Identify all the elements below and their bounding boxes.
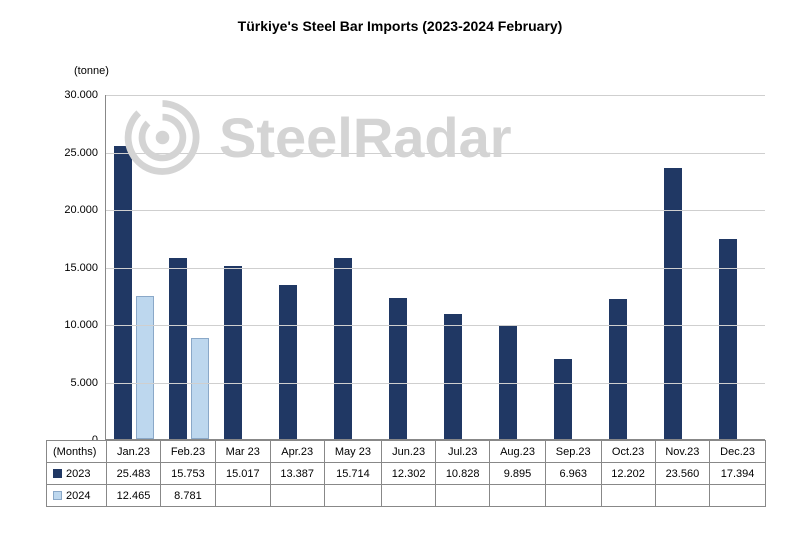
value-cell: 9.895	[490, 463, 546, 485]
series-name: 2024	[66, 490, 90, 502]
legend-swatch	[53, 491, 62, 500]
value-cell: 10.828	[436, 463, 490, 485]
month-cell: Jun.23	[382, 441, 436, 463]
bar-2023	[334, 258, 352, 439]
value-cell: 17.394	[710, 463, 766, 485]
y-axis-unit: (tonne)	[74, 65, 109, 77]
y-tick-label: 25.000	[64, 147, 106, 159]
data-table: (Months)Jan.23Feb.23Mar 23Apr.23May 23Ju…	[46, 440, 766, 507]
month-cell: May 23	[324, 441, 381, 463]
value-cell: 23.560	[655, 463, 710, 485]
bar-2023	[114, 146, 132, 439]
grid-line	[106, 153, 765, 154]
value-cell	[215, 485, 270, 507]
bar-2024	[191, 338, 209, 439]
month-cell: Jan.23	[107, 441, 161, 463]
value-cell	[490, 485, 546, 507]
value-cell	[324, 485, 381, 507]
series-name: 2023	[66, 468, 90, 480]
series-legend-cell: 2023	[47, 463, 107, 485]
month-cell: Dec.23	[710, 441, 766, 463]
value-cell	[655, 485, 710, 507]
value-cell: 15.753	[161, 463, 216, 485]
legend-swatch	[53, 469, 62, 478]
grid-line	[106, 268, 765, 269]
month-cell: Mar 23	[215, 441, 270, 463]
chart-container: Türkiye's Steel Bar Imports (2023-2024 F…	[0, 0, 800, 549]
bar-2023	[664, 168, 682, 439]
grid-line	[106, 210, 765, 211]
table-row: 2024 12.4658.781	[47, 485, 766, 507]
y-tick-label: 30.000	[64, 89, 106, 101]
bar-2024	[136, 296, 154, 439]
month-cell: Sep.23	[545, 441, 601, 463]
series-legend-cell: 2024	[47, 485, 107, 507]
month-cell: Aug.23	[490, 441, 546, 463]
bar-2023	[169, 258, 187, 439]
y-tick-label: 15.000	[64, 262, 106, 274]
value-cell: 15.714	[324, 463, 381, 485]
y-tick-label: 20.000	[64, 204, 106, 216]
month-cell: Feb.23	[161, 441, 216, 463]
value-cell: 13.387	[270, 463, 324, 485]
value-cell	[601, 485, 655, 507]
value-cell: 12.302	[382, 463, 436, 485]
bar-2023	[444, 314, 462, 439]
chart-title: Türkiye's Steel Bar Imports (2023-2024 F…	[0, 18, 800, 34]
value-cell: 15.017	[215, 463, 270, 485]
month-cell: Jul.23	[436, 441, 490, 463]
value-cell	[710, 485, 766, 507]
month-cell: Apr.23	[270, 441, 324, 463]
bar-2023	[554, 359, 572, 439]
y-tick-label: 10.000	[64, 319, 106, 331]
month-cell: Nov.23	[655, 441, 710, 463]
value-cell: 6.963	[545, 463, 601, 485]
value-cell: 12.465	[107, 485, 161, 507]
value-cell: 12.202	[601, 463, 655, 485]
value-cell	[436, 485, 490, 507]
bar-2023	[224, 266, 242, 439]
bar-2023	[609, 299, 627, 439]
table-row: (Months)Jan.23Feb.23Mar 23Apr.23May 23Ju…	[47, 441, 766, 463]
months-header-cell: (Months)	[47, 441, 107, 463]
value-cell	[270, 485, 324, 507]
table-row: 2023 25.48315.75315.01713.38715.71412.302…	[47, 463, 766, 485]
value-cell: 8.781	[161, 485, 216, 507]
month-cell: Oct.23	[601, 441, 655, 463]
value-cell: 25.483	[107, 463, 161, 485]
grid-line	[106, 383, 765, 384]
value-cell	[545, 485, 601, 507]
grid-line	[106, 95, 765, 96]
value-cell	[382, 485, 436, 507]
plot-area: 05.00010.00015.00020.00025.00030.000	[105, 95, 765, 440]
bar-2023	[389, 298, 407, 439]
grid-line	[106, 325, 765, 326]
bar-2023	[279, 285, 297, 439]
bar-2023	[719, 239, 737, 439]
y-tick-label: 5.000	[70, 377, 106, 389]
